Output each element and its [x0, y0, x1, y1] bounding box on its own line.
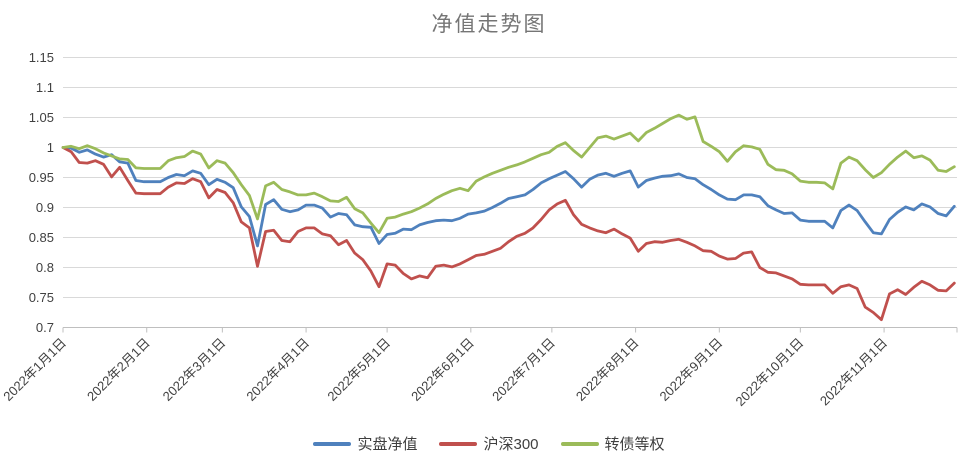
- y-axis-label: 1.1: [36, 80, 54, 95]
- legend-label: 沪深300: [483, 436, 539, 453]
- x-axis-label: 2022年5月1日: [324, 335, 393, 404]
- legend-swatch-icon: [439, 441, 478, 446]
- legend-item-0: 实盘净值: [313, 433, 417, 454]
- x-axis-label: 2022年10月1日: [732, 335, 806, 409]
- x-axis-label: 2022年1月1日: [0, 335, 69, 404]
- series-line-0: [61, 146, 956, 248]
- y-axis-label: 1.05: [29, 110, 54, 125]
- y-axis-label: 1: [47, 140, 54, 155]
- x-axis-label: 2022年9月1日: [657, 335, 726, 404]
- x-axis-label: 2022年3月1日: [160, 335, 229, 404]
- x-axis-label: 2022年2月1日: [84, 335, 153, 404]
- y-axis-label: 0.8: [36, 260, 54, 275]
- legend-item-2: 转债等权: [560, 433, 665, 454]
- legend-item-1: 沪深300: [439, 433, 539, 454]
- x-axis-label: 2022年6月1日: [408, 335, 477, 404]
- series-line-1: [61, 146, 956, 322]
- y-axis-label: 0.85: [29, 230, 54, 245]
- y-axis-label: 0.9: [36, 200, 54, 215]
- x-axis-label: 2022年4月1日: [243, 335, 312, 404]
- x-axis-label: 2022年8月1日: [573, 335, 642, 404]
- chart-legend: 实盘净值 沪深300 转债等权: [0, 433, 978, 454]
- chart-title: 净值走势图: [431, 12, 547, 36]
- y-axis-label: 1.15: [29, 50, 54, 65]
- legend-swatch-icon: [560, 441, 599, 446]
- series-line-2: [61, 113, 956, 235]
- legend-label: 实盘净值: [357, 436, 418, 453]
- x-axis-label: 2022年7月1日: [489, 335, 558, 404]
- y-axis-label: 0.75: [29, 290, 54, 305]
- x-axis-label: 2022年11月1日: [817, 335, 890, 408]
- legend-swatch-icon: [313, 441, 352, 446]
- y-axis-label: 0.7: [36, 320, 54, 335]
- y-axis-label: 0.95: [29, 170, 54, 185]
- legend-label: 转债等权: [604, 436, 665, 453]
